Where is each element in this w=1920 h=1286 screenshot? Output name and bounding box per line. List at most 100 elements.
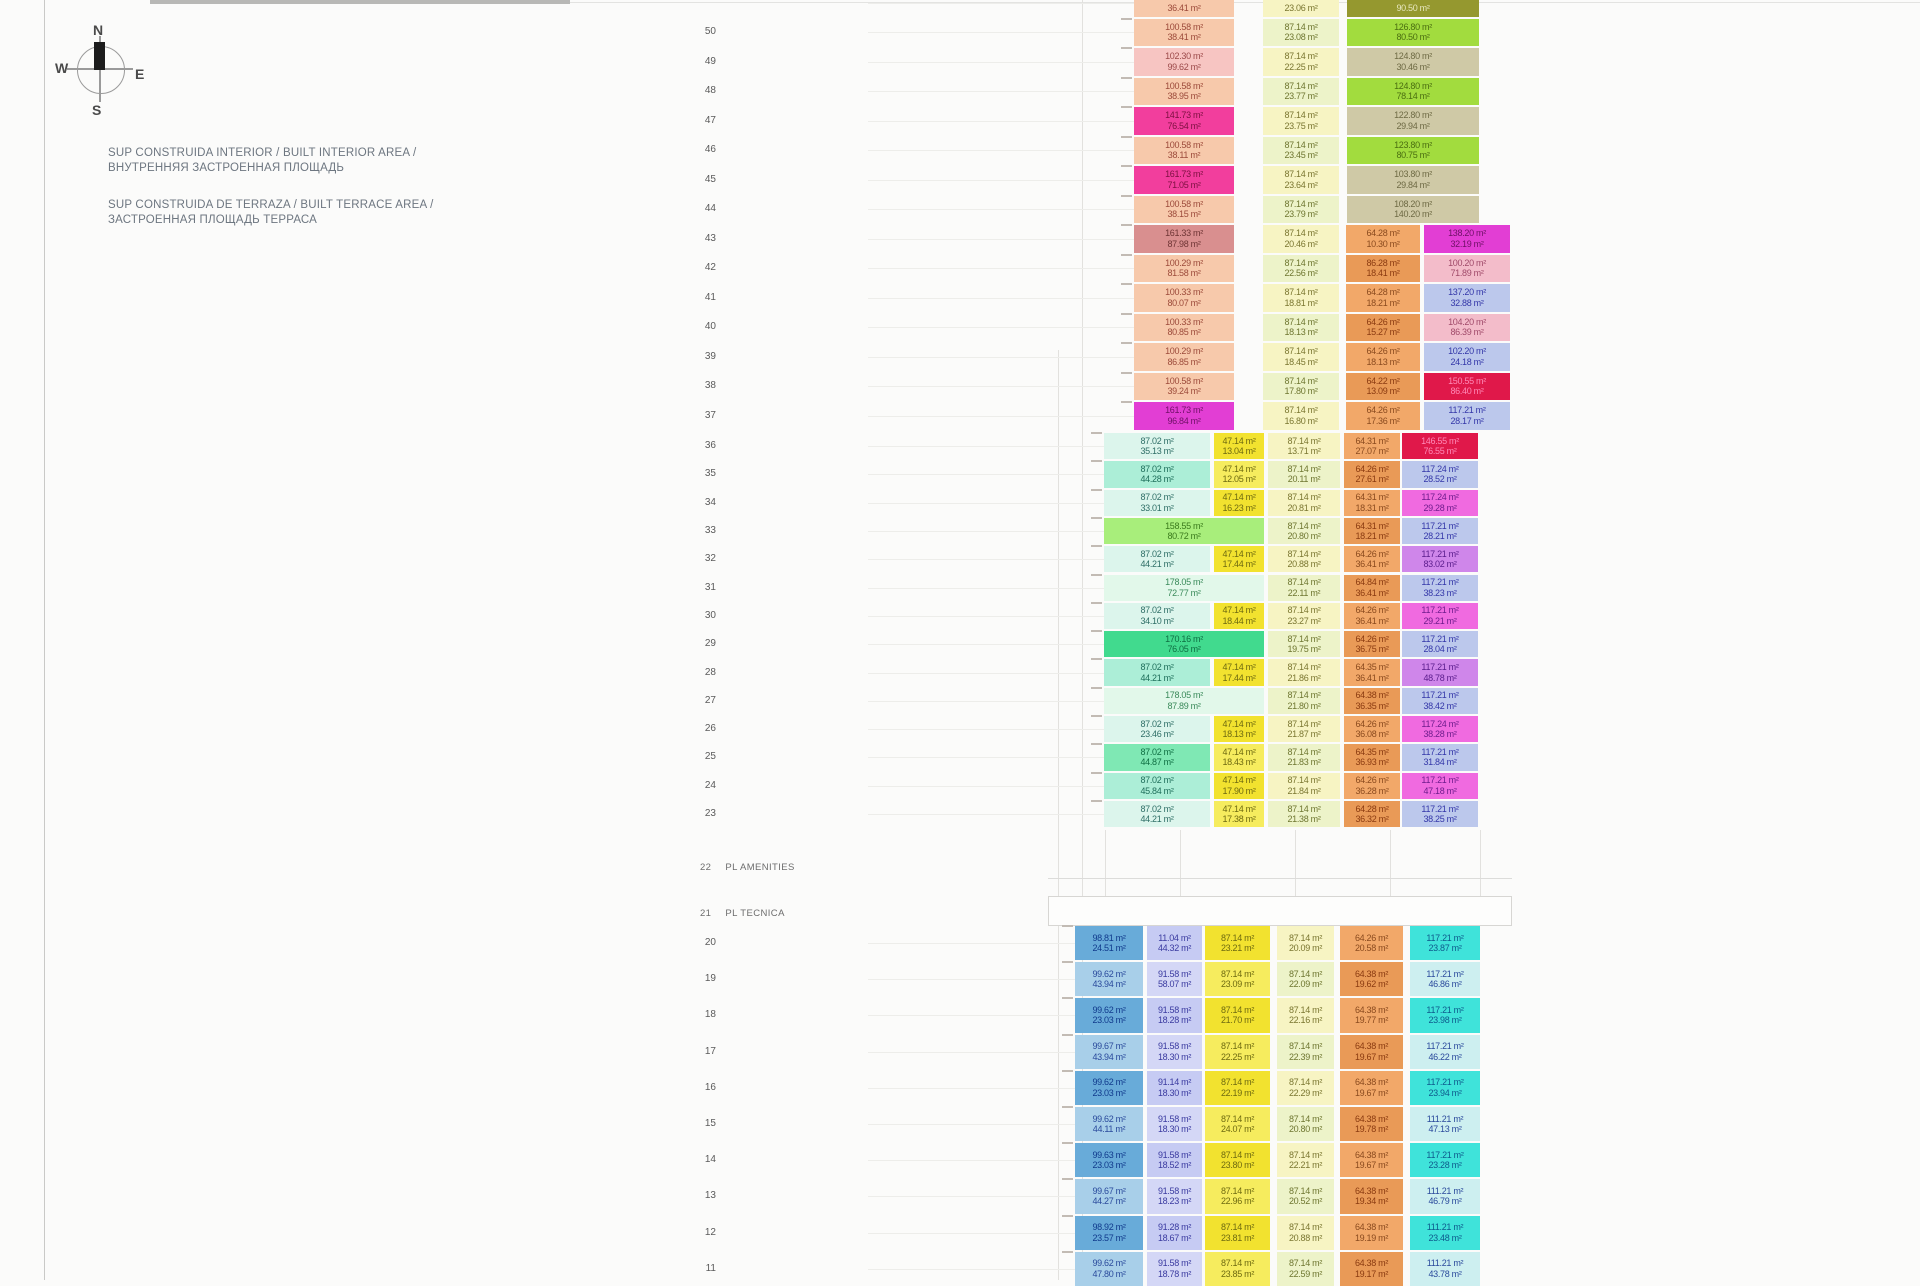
unit-area-interior: 117.21 m²: [1426, 932, 1464, 943]
unit-area-terrace: 29.28 m²: [1423, 502, 1457, 513]
floor-number: 12: [704, 1226, 716, 1238]
unit-area-terrace: 80.85 m²: [1167, 327, 1201, 338]
unit-area-terrace: 18.41 m²: [1366, 268, 1400, 279]
unit-area-interior: 117.21 m²: [1421, 520, 1459, 531]
unit-area-interior: 91.58 m²: [1157, 1185, 1192, 1196]
unit-cell: 91.28 m² 18.67 m²: [1147, 1215, 1202, 1250]
unit-area-interior: 87.14 m²: [1287, 775, 1321, 786]
unit-area-terrace: 36.32 m²: [1355, 814, 1389, 825]
leader-line: [868, 785, 1104, 787]
unit-area-interior: 87.14 m²: [1288, 1041, 1323, 1052]
leader-line: [868, 1087, 1075, 1089]
unit-cell: 87.14 m² 23.09 m²: [1205, 962, 1270, 997]
unit-area-interior: 117.21 m²: [1421, 633, 1459, 644]
leader-line: [868, 327, 1134, 329]
leader-line: [868, 979, 1075, 981]
floor-number: 49: [704, 55, 716, 67]
unit-area-terrace: 71.05 m²: [1167, 179, 1201, 190]
unit-area-interior: 87.14 m²: [1287, 492, 1321, 503]
unit-area-interior: 87.02 m²: [1140, 435, 1174, 446]
unit-cell: 100.58 m² 38.15 m²: [1134, 195, 1234, 223]
floor-number: 32: [704, 553, 716, 565]
floor-number: 11: [705, 1262, 716, 1274]
unit-area-interior: 64.38 m²: [1354, 1041, 1389, 1052]
unit-area-interior: 100.58 m²: [1165, 139, 1203, 150]
unit-cell: 161.73 m² 71.05 m²: [1134, 166, 1234, 194]
unit-cell: 87.14 m² 23.80 m²: [1205, 1143, 1270, 1178]
unit-cell: 124.80 m² 30.46 m²: [1347, 48, 1479, 76]
unit-area-interior: 64.26 m²: [1366, 405, 1400, 416]
floor-number: 14: [704, 1154, 716, 1166]
row-tick: [1091, 516, 1102, 519]
unit-area-interior: 178.05 m²: [1165, 690, 1203, 701]
unit-area-interior: 124.80 m²: [1394, 80, 1432, 91]
leader-line: [868, 943, 1075, 945]
unit-area-interior: 87.14 m²: [1284, 287, 1318, 298]
unit-cell: 141.73 m² 76.54 m²: [1134, 107, 1234, 135]
unit-cell: 47.14 m² 17.44 m²: [1214, 546, 1264, 573]
unit-area-interior: 161.73 m²: [1165, 405, 1203, 416]
unit-cell: 104.20 m² 86.39 m²: [1424, 313, 1510, 341]
compass-letter-e: E: [135, 66, 145, 82]
leader-line: [868, 729, 1104, 731]
unit-area-interior: 91.28 m²: [1157, 1222, 1192, 1233]
unit-cell: 87.14 m² 21.87 m²: [1268, 716, 1340, 743]
unit-area-terrace: 19.67 m²: [1354, 1160, 1389, 1171]
unit-area-terrace: 20.88 m²: [1287, 559, 1321, 570]
unit-area-terrace: 18.78 m²: [1157, 1268, 1192, 1279]
unit-area-interior: 117.24 m²: [1421, 718, 1459, 729]
legend-interior-line-2: ВНУТРЕННЯЯ ЗАСТРОЕННАЯ ПЛОЩАДЬ: [108, 162, 345, 174]
unit-cell: 64.38 m² 19.77 m²: [1340, 998, 1403, 1033]
unit-area-interior: 64.28 m²: [1366, 228, 1400, 239]
unit-area-interior: 87.14 m²: [1287, 746, 1321, 757]
unit-area-terrace: 23.21 m²: [1220, 943, 1255, 954]
row-tick: [1062, 1106, 1073, 1108]
unit-area-terrace: 22.56 m²: [1284, 268, 1318, 279]
unit-area-terrace: 10.30 m²: [1366, 238, 1400, 249]
unit-area-terrace: 36.41 m²: [1355, 615, 1389, 626]
unit-area-terrace: 43.78 m²: [1428, 1268, 1462, 1279]
leader-line: [868, 1124, 1075, 1126]
unit-area-interior: 64.26 m²: [1366, 316, 1400, 327]
unit-area-terrace: 36.08 m²: [1355, 729, 1389, 740]
unit-area-interior: 117.21 m²: [1426, 1149, 1464, 1160]
unit-cell: 123.80 m² 80.75 m²: [1347, 136, 1479, 164]
unit-area-terrace: 76.55 m²: [1423, 446, 1457, 457]
unit-area-interior: 98.81 m²: [1092, 932, 1126, 943]
unit-area-terrace: 36.28 m²: [1355, 785, 1389, 796]
unit-cell: 99.62 m² 23.03 m²: [1075, 998, 1143, 1033]
floor-number: 36: [704, 440, 716, 452]
unit-area-interior: 117.21 m²: [1421, 746, 1459, 757]
unit-cell: 47.14 m² 18.13 m²: [1214, 716, 1264, 743]
unit-cell: 87.14 m² 20.09 m²: [1277, 926, 1334, 961]
unit-area-terrace: 33.01 m²: [1140, 502, 1174, 513]
unit-area-interior: 87.14 m²: [1287, 633, 1321, 644]
unit-cell: 100.33 m² 80.85 m²: [1134, 313, 1234, 341]
unit-cell: 117.21 m² 38.23 m²: [1402, 574, 1478, 601]
unit-area-terrace: 20.46 m²: [1284, 238, 1318, 249]
row-tick: [1091, 601, 1102, 604]
floor-number: 31: [704, 581, 716, 593]
unit-cell: 117.21 m² 38.25 m²: [1402, 800, 1478, 828]
unit-cell: 158.55 m² 80.72 m²: [1104, 517, 1264, 545]
unit-cell: 108.20 m² 140.20 m²: [1347, 195, 1479, 223]
unit-area-terrace: 21.87 m²: [1287, 729, 1321, 740]
unit-area-interior: 87.14 m²: [1288, 1077, 1323, 1088]
leader-line: [868, 268, 1134, 270]
unit-area-terrace: 43.94 m²: [1092, 979, 1126, 990]
unit-area-terrace: 34.10 m²: [1140, 615, 1174, 626]
unit-cell: 117.21 m² 28.21 m²: [1402, 517, 1478, 545]
unit-area-terrace: 27.61 m²: [1355, 474, 1389, 485]
unit-area-interior: 87.14 m²: [1284, 139, 1318, 150]
unit-area-terrace: 20.58 m²: [1354, 943, 1389, 954]
unit-area-interior: 87.14 m²: [1287, 662, 1321, 673]
empty-floor-plate: [1048, 896, 1512, 926]
unit-area-terrace: 18.44 m²: [1222, 615, 1256, 626]
unit-area-terrace: 24.18 m²: [1450, 356, 1484, 367]
row-tick: [1121, 165, 1132, 167]
floor-number: 26: [704, 723, 716, 735]
unit-area-interior: 111.21 m²: [1426, 1222, 1464, 1233]
unit-area-terrace: 87.89 m²: [1167, 700, 1201, 711]
unit-cell: 99.62 m² 44.11 m²: [1075, 1107, 1143, 1142]
floor-number: 42: [704, 262, 716, 274]
